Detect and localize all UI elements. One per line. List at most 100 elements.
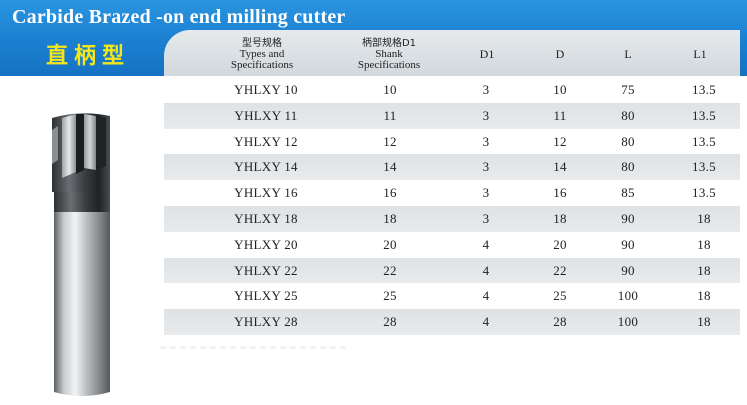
cell-shank: 14 [383,159,397,175]
cutter-flute [76,114,84,174]
cell-l: 75 [621,82,635,97]
cell-d: 22 [553,262,567,278]
cell-d1: 3 [482,133,490,149]
cell-type: YHLXY 14 [234,159,298,175]
cell-shank: 18 [383,210,397,226]
cell-d: 10 [553,82,567,97]
column-header-l-label: L [624,46,632,61]
cutter-shank [54,208,110,396]
cell-d: 11 [553,107,567,123]
cutter-flute [96,116,106,170]
cell-d: 18 [553,210,567,226]
cell-l1: 13.5 [692,107,716,123]
cell-shank: 12 [383,133,397,149]
cell-type: YHLXY 22 [234,262,298,278]
cell-type: YHLXY 16 [234,185,298,201]
cell-d: 20 [553,236,567,252]
cell-type: YHLXY 20 [234,236,298,252]
cell-l1: 18 [697,314,711,330]
page-title: Carbide Brazed -on end milling cutter [12,6,346,28]
cell-type: YHLXY 28 [234,314,298,330]
cell-l: 80 [621,159,635,175]
cell-type: YHLXY 18 [234,210,298,226]
cell-type: YHLXY 10 [234,82,298,97]
column-header-type-line-2: Types and [239,47,285,60]
column-header-shank-line-2: Shank [375,47,403,60]
cell-shank: 10 [383,82,397,97]
cell-l: 90 [621,236,635,252]
column-header-type: 型号规格 Types and Specifications [202,31,322,77]
table-row: YHLXY 10 10 3 10 75 13.5 [164,77,740,103]
cell-l: 100 [617,314,639,330]
table-row: YHLXY 18 18 3 18 90 18 [164,205,740,232]
column-header-d1-label: D1 [479,46,495,61]
end-milling-cutter-icon [40,100,120,400]
column-header-d: D [535,31,585,77]
cell-d: 16 [553,185,567,201]
table-row: YHLXY 25 25 4 25 100 18 [164,283,740,309]
cell-shank: 16 [383,185,397,201]
cell-type: YHLXY 12 [234,133,298,149]
cell-d1: 3 [482,107,490,123]
cell-l1: 13.5 [692,82,716,97]
cell-d1: 3 [482,210,490,226]
spec-table: YHLXY 10 10 3 10 75 13.5 YHLXY 11 11 3 1… [164,77,740,335]
table-row: YHLXY 28 28 4 28 100 18 [164,309,740,335]
cell-shank: 11 [383,107,397,123]
cutter-neck [54,188,110,212]
cell-d1: 4 [482,236,490,252]
carbide-blade [84,114,96,170]
cell-l1: 13.5 [692,159,716,175]
carbide-blade [62,114,76,178]
cell-l: 80 [621,133,635,149]
cell-l: 80 [621,107,635,123]
cell-l1: 18 [697,288,711,304]
cell-d1: 4 [482,288,490,304]
cell-l: 90 [621,262,635,278]
cell-shank: 28 [383,314,397,330]
cell-d1: 3 [482,185,490,201]
cell-l1: 18 [697,210,711,226]
cell-d: 14 [553,159,567,175]
table-row: YHLXY 20 20 4 20 90 18 [164,232,740,258]
column-header-type-line-3: Specifications [230,58,294,71]
table-row: YHLXY 22 22 4 22 90 18 [164,257,740,284]
cell-d1: 3 [482,82,490,97]
cell-shank: 25 [383,288,397,304]
cell-shank: 22 [383,262,397,278]
table-row: YHLXY 12 12 3 12 80 13.5 [164,129,740,155]
cell-l: 100 [617,288,639,304]
cell-l1: 18 [697,236,711,252]
cell-d: 12 [553,133,567,149]
cell-d1: 3 [482,159,490,175]
cell-d1: 4 [482,314,490,330]
column-header-shank-line-1: 柄部规格D1 [361,37,417,49]
cell-l: 90 [621,210,635,226]
table-row: YHLXY 14 14 3 14 80 13.5 [164,154,740,181]
cell-d: 25 [553,288,567,304]
milling-cutter-drawing [52,113,110,396]
column-header-d1: D1 [462,31,512,77]
column-header-shank: 柄部规格D1 Shank Specifications [330,31,448,77]
cell-l1: 13.5 [692,185,716,201]
cell-type: YHLXY 25 [234,288,298,304]
carbide-blade [52,126,58,164]
table-header-panel [164,30,740,76]
decorative-divider [160,346,350,349]
cell-l1: 18 [697,262,711,278]
cell-shank: 20 [383,236,397,252]
column-header-shank-line-3: Specifications [357,58,421,71]
cell-l: 85 [621,185,635,201]
column-header-l1-label: L1 [693,46,707,61]
cell-d: 28 [553,314,567,330]
column-header-d-label: D [555,46,565,61]
table-row: YHLXY 11 11 3 11 80 13.5 [164,102,740,129]
page-subtitle: 直柄型 [46,44,131,69]
column-header-l1: L1 [672,31,728,77]
cell-l1: 13.5 [692,133,716,149]
cell-d1: 4 [482,262,490,278]
column-header-type-line-1: 型号规格 [242,37,282,49]
cell-type: YHLXY 11 [234,107,298,123]
table-row: YHLXY 16 16 3 16 85 13.5 [164,180,740,206]
column-header-l: L [603,31,653,77]
